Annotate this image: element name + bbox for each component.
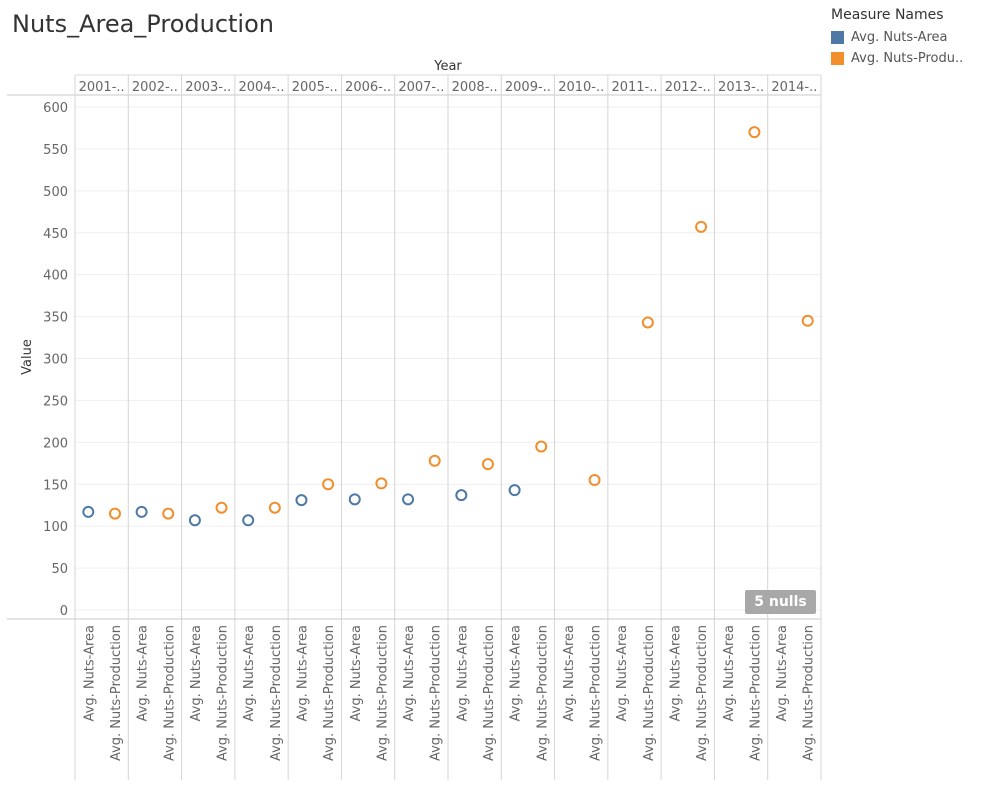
- data-point: [508, 484, 521, 497]
- y-tick-label: 300: [43, 353, 68, 368]
- legend-label-production: Avg. Nuts-Produ..: [851, 51, 964, 66]
- measure-axis-label: Avg. Nuts-Area: [722, 625, 737, 722]
- year-header: 2003-..: [185, 80, 231, 95]
- data-point: [588, 474, 601, 487]
- data-point: [428, 454, 441, 467]
- data-point: [695, 220, 708, 233]
- measure-axis-label: Avg. Nuts-Area: [509, 625, 524, 722]
- y-tick-label: 250: [43, 394, 68, 409]
- year-header: 2011-..: [611, 80, 657, 95]
- measure-axis-label: Avg. Nuts-Production: [642, 625, 657, 761]
- data-point: [188, 514, 201, 527]
- legend: Measure Names Avg. Nuts-Area Avg. Nuts-P…: [831, 7, 981, 69]
- y-tick-label: 150: [43, 478, 68, 493]
- measure-axis-label: Avg. Nuts-Area: [349, 625, 364, 722]
- legend-swatch-area: [831, 31, 844, 44]
- measure-axis-label: Avg. Nuts-Production: [535, 625, 550, 761]
- y-tick-label: 0: [60, 604, 68, 619]
- year-header: 2007-..: [398, 80, 444, 95]
- measure-axis-label: Avg. Nuts-Area: [455, 625, 470, 722]
- nulls-badge[interactable]: 5 nulls: [745, 590, 816, 614]
- measure-axis-label: Avg. Nuts-Production: [695, 625, 710, 761]
- y-tick-label: 450: [43, 227, 68, 242]
- data-point: [375, 477, 388, 490]
- year-header: 2004-..: [238, 80, 284, 95]
- data-point: [82, 505, 95, 518]
- year-header: 2002-..: [132, 80, 178, 95]
- year-header: 2013-..: [718, 80, 764, 95]
- year-header: 2006-..: [345, 80, 391, 95]
- chart-title: Nuts_Area_Production: [12, 10, 274, 38]
- measure-axis-label: Avg. Nuts-Area: [82, 625, 97, 722]
- measure-axis-label: Avg. Nuts-Area: [242, 625, 257, 722]
- legend-item-production[interactable]: Avg. Nuts-Produ..: [831, 48, 981, 69]
- measure-axis-label: Avg. Nuts-Area: [668, 625, 683, 722]
- data-point: [481, 458, 494, 471]
- data-point: [348, 493, 361, 506]
- data-point: [535, 440, 548, 453]
- measure-axis-label: Avg. Nuts-Production: [748, 625, 763, 761]
- measure-axis-label: Avg. Nuts-Area: [136, 625, 151, 722]
- y-tick-label: 500: [43, 185, 68, 200]
- data-point: [242, 514, 255, 527]
- measure-axis-label: Avg. Nuts-Production: [429, 625, 444, 761]
- legend-item-area[interactable]: Avg. Nuts-Area: [831, 27, 981, 48]
- measure-axis-label: Avg. Nuts-Area: [615, 625, 630, 722]
- y-tick-label: 50: [51, 562, 68, 577]
- measure-axis-label: Avg. Nuts-Production: [802, 625, 817, 761]
- measure-axis-label: Avg. Nuts-Production: [375, 625, 390, 761]
- y-tick-label: 200: [43, 436, 68, 451]
- measure-axis-label: Avg. Nuts-Area: [402, 625, 417, 722]
- year-header: 2009-..: [505, 80, 551, 95]
- data-point: [402, 493, 415, 506]
- measure-axis-label: Avg. Nuts-Production: [109, 625, 124, 761]
- measure-axis-label: Avg. Nuts-Area: [295, 625, 310, 722]
- year-header: 2012-..: [665, 80, 711, 95]
- measure-axis-label: Avg. Nuts-Production: [589, 625, 604, 761]
- measure-axis-label: Avg. Nuts-Area: [775, 625, 790, 722]
- y-tick-label: 550: [43, 143, 68, 158]
- measure-axis-label: Avg. Nuts-Production: [162, 625, 177, 761]
- data-point: [801, 314, 814, 327]
- year-header: 2005-..: [292, 80, 338, 95]
- year-header: 2008-..: [452, 80, 498, 95]
- data-point: [215, 501, 228, 514]
- data-point: [748, 126, 761, 139]
- measure-axis-label: Avg. Nuts-Production: [269, 625, 284, 761]
- data-point: [162, 507, 175, 520]
- data-point: [455, 489, 468, 502]
- y-tick-label: 400: [43, 269, 68, 284]
- year-header: 2001-..: [79, 80, 125, 95]
- measure-axis-label: Avg. Nuts-Production: [482, 625, 497, 761]
- y-axis-label: Value: [20, 339, 35, 375]
- y-tick-label: 100: [43, 520, 68, 535]
- measure-axis-label: Avg. Nuts-Production: [216, 625, 231, 761]
- column-header-title: Year: [433, 59, 462, 74]
- measure-axis-label: Avg. Nuts-Area: [562, 625, 577, 722]
- data-point: [108, 507, 121, 520]
- y-tick-label: 350: [43, 311, 68, 326]
- data-point: [268, 501, 281, 514]
- measure-axis-label: Avg. Nuts-Production: [322, 625, 337, 761]
- y-tick-label: 600: [43, 101, 68, 116]
- legend-title: Measure Names: [831, 7, 944, 23]
- year-header: 2014-..: [771, 80, 817, 95]
- legend-swatch-production: [831, 52, 844, 65]
- data-point: [295, 494, 308, 507]
- measure-axis-label: Avg. Nuts-Area: [189, 625, 204, 722]
- data-point: [641, 316, 654, 329]
- data-point: [135, 505, 148, 518]
- data-point: [322, 478, 335, 491]
- year-header: 2010-..: [558, 80, 604, 95]
- legend-label-area: Avg. Nuts-Area: [851, 30, 948, 45]
